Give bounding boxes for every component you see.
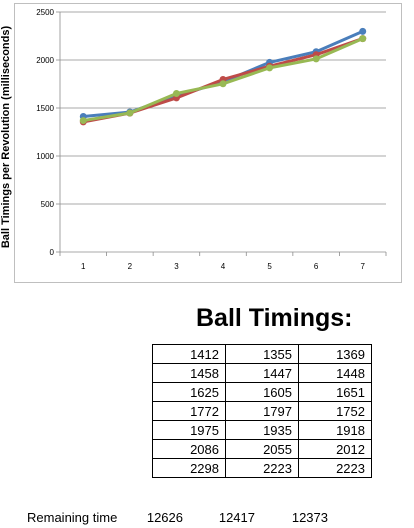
table-cell: 2223 [225,458,299,478]
y-tick-label: 0 [50,248,55,257]
ball-timings-table: 1412 1355 1369 1458 1447 1448 1625 1605 1651 1772… [152,344,372,478]
data-point-series-3 [126,109,134,117]
table-cell: 1369 [298,344,372,364]
table-cell: 1797 [225,401,299,421]
y-tick-label: 1500 [36,104,54,113]
y-axis-label: Ball Timings per Revolution (millisecond… [0,25,12,249]
y-tick-label: 2500 [36,8,54,17]
remaining-time-value: 12626 [146,510,183,525]
data-point-series-3 [219,80,227,88]
line-chart: 0 500 1000 1500 2000 2500 1 2 3 4 5 6 7 [36,8,387,271]
x-tick-label: 7 [360,262,365,271]
chart-frame: 0 500 1000 1500 2000 2500 1 2 3 4 5 6 7 [14,3,402,283]
table-row: 2298 2223 2223 [152,458,372,478]
table-row: 1625 1605 1651 [152,382,372,402]
table-cell: 1458 [152,363,226,383]
table-row: 1772 1797 1752 [152,401,372,421]
y-tick-label: 1000 [36,152,54,161]
y-tick-label: 2000 [36,56,54,65]
table-cell: 1752 [298,401,372,421]
table-cell: 1412 [152,344,226,364]
data-point-series-3 [312,55,320,63]
table-cell: 1935 [225,420,299,440]
data-point-series-3 [266,64,274,72]
remaining-time-label: Remaining time [27,510,118,525]
table-row: 1975 1935 1918 [152,420,372,440]
table-cell: 1447 [225,363,299,383]
table-cell: 1625 [152,382,226,402]
x-tick-label: 2 [128,262,133,271]
table-cell: 1448 [298,363,372,383]
table-cell: 1605 [225,382,299,402]
data-point-series-3 [359,35,367,43]
remaining-time-value: 12417 [218,510,255,525]
data-point-series-3 [79,117,87,125]
remaining-time-value: 12373 [291,510,328,525]
data-point-series-1 [359,27,367,35]
table-row: 2086 2055 2012 [152,439,372,459]
x-tick-label: 4 [221,262,226,271]
table-cell: 1975 [152,420,226,440]
table-cell: 2298 [152,458,226,478]
data-point-series-3 [172,90,180,98]
table-cell: 1651 [298,382,372,402]
table-cell: 2223 [298,458,372,478]
table-cell: 2086 [152,439,226,459]
table-row: 1458 1447 1448 [152,363,372,383]
table-title: Ball Timings: [196,304,353,332]
table-cell: 1355 [225,344,299,364]
x-tick-label: 5 [267,262,272,271]
table-cell: 1772 [152,401,226,421]
table-cell: 2055 [225,439,299,459]
table-cell: 1918 [298,420,372,440]
remaining-time-row: Remaining time 12626 12417 12373 [0,510,414,528]
y-tick-label: 500 [41,200,55,209]
series-line-1 [83,30,364,118]
table-cell: 2012 [298,439,372,459]
table-row: 1412 1355 1369 [152,344,372,364]
x-tick-label: 3 [174,262,179,271]
x-tick-label: 6 [314,262,319,271]
x-tick-label: 1 [81,262,86,271]
